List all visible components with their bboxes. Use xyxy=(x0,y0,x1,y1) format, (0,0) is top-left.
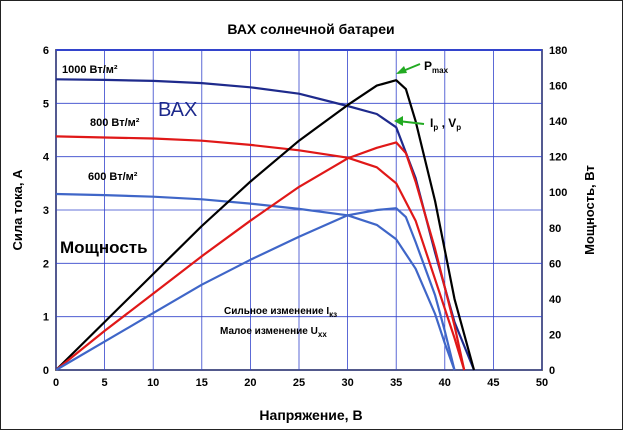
svg-text:Ip , Vp: Ip , Vp xyxy=(430,116,461,132)
x-tick-label-0: 0 xyxy=(53,377,59,389)
y2-tick-label-1: 20 xyxy=(549,329,561,341)
vp-sub: p xyxy=(456,123,461,132)
y2-tick-label-8: 160 xyxy=(549,81,567,93)
x-tick-label-6: 30 xyxy=(341,377,353,389)
x-tick-label-2: 10 xyxy=(147,377,159,389)
svg-text:Pmax: Pmax xyxy=(424,59,449,75)
vp-label: , V xyxy=(438,116,456,130)
y-tick-label-2: 2 xyxy=(43,258,49,270)
y2-tick-label-5: 100 xyxy=(549,187,567,199)
x-tick-label-5: 25 xyxy=(293,377,305,389)
y2-tick-label-2: 40 xyxy=(549,294,561,306)
note-small-change: Малое изменение U xyxy=(220,326,318,337)
note-strong-change: Сильное изменение I xyxy=(224,306,329,317)
y-axis-label: Сила тока, А xyxy=(10,169,25,251)
label-600: 600 Вт/м² xyxy=(88,171,138,183)
y-tick-label-0: 0 xyxy=(43,365,49,377)
x-tick-label-9: 45 xyxy=(487,377,499,389)
ip-sub: p xyxy=(433,123,438,132)
y-tick-label-1: 1 xyxy=(43,312,49,324)
x-tick-label-8: 40 xyxy=(439,377,451,389)
label-power: Мощность xyxy=(60,238,148,257)
svg-text:Сильное изменение Iкз: Сильное изменение Iкз xyxy=(224,306,337,319)
x-tick-label-3: 15 xyxy=(196,377,208,389)
curves xyxy=(55,78,476,371)
svg-text:Малое изменение Uхх: Малое изменение Uхх xyxy=(220,326,327,339)
x-axis-label: Напряжение, В xyxy=(259,407,362,423)
series-line-power-5 xyxy=(55,207,456,371)
y-tick-label-5: 5 xyxy=(43,98,49,110)
y2-tick-label-7: 140 xyxy=(549,116,567,128)
label-vax: ВАХ xyxy=(158,99,197,121)
series-line-power-3 xyxy=(55,79,476,371)
y2-tick-label-4: 80 xyxy=(549,223,561,235)
label-800: 800 Вт/м² xyxy=(90,117,140,129)
pmax-label: P xyxy=(424,59,432,73)
series-line-power-4 xyxy=(55,141,466,371)
chart-title: ВАХ солнечной батареи xyxy=(227,21,394,37)
pmax-sub: max xyxy=(432,66,449,75)
x-tick-label-10: 50 xyxy=(536,377,548,389)
y-tick-label-6: 6 xyxy=(43,45,49,57)
note-isc-sub: кз xyxy=(329,310,337,319)
y2-tick-label-6: 120 xyxy=(549,152,567,164)
ticks: 0 5 10 15 20 25 30 35 40 45 5001234560204060801001… xyxy=(43,45,567,389)
y2-tick-label-9: 180 xyxy=(549,45,567,57)
x-tick-label-1: 5 xyxy=(102,377,108,389)
y2-tick-label-0: 0 xyxy=(549,365,555,377)
pmax-annotation: Pmax xyxy=(396,59,449,75)
y-tick-label-3: 3 xyxy=(43,205,49,217)
x-tick-label-7: 35 xyxy=(390,377,402,389)
label-1000: 1000 Вт/м² xyxy=(62,64,118,76)
y-tick-label-4: 4 xyxy=(43,152,50,164)
x-tick-label-4: 20 xyxy=(244,377,256,389)
ipvp-arrowhead xyxy=(394,116,403,126)
ip-label: I xyxy=(430,116,433,130)
y2-axis-label: Мощность, Вт xyxy=(582,165,597,255)
pmax-arrowhead xyxy=(396,66,407,74)
y2-tick-label-3: 60 xyxy=(549,258,561,270)
note-uoc-sub: хх xyxy=(318,330,327,339)
ipvp-annotation: Ip , Vp xyxy=(394,116,461,132)
